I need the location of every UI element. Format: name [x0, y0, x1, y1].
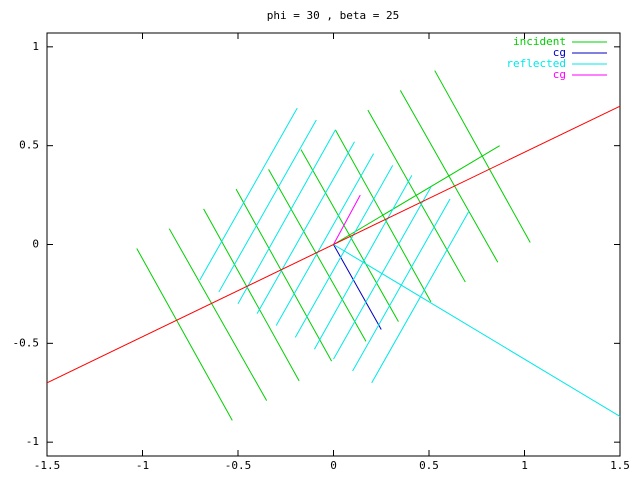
x-tick-label: 1 — [521, 459, 528, 472]
y-tick-label: -0.5 — [13, 336, 40, 349]
series-line — [333, 194, 361, 245]
legend-label: cg — [553, 46, 566, 59]
y-tick-label: -1 — [26, 435, 39, 448]
x-tick-label: 1.5 — [610, 459, 630, 472]
x-tick-label: -1 — [136, 459, 149, 472]
legend-label: incident — [513, 35, 566, 48]
y-tick-label: 1 — [32, 40, 39, 53]
x-tick-label: -1.5 — [34, 459, 61, 472]
legend-label: cg — [553, 68, 566, 81]
y-tick-label: 0 — [32, 238, 39, 251]
x-tick-label: -0.5 — [225, 459, 252, 472]
series-line — [199, 107, 621, 417]
series-line — [136, 70, 531, 421]
x-tick-label: 0.5 — [419, 459, 439, 472]
x-tick-label: 0 — [330, 459, 337, 472]
series-line — [46, 105, 621, 384]
series-line — [333, 244, 382, 330]
chart-title: phi = 30 , beta = 25 — [267, 9, 399, 22]
y-tick-label: 0.5 — [19, 139, 39, 152]
legend-label: reflected — [506, 57, 566, 70]
